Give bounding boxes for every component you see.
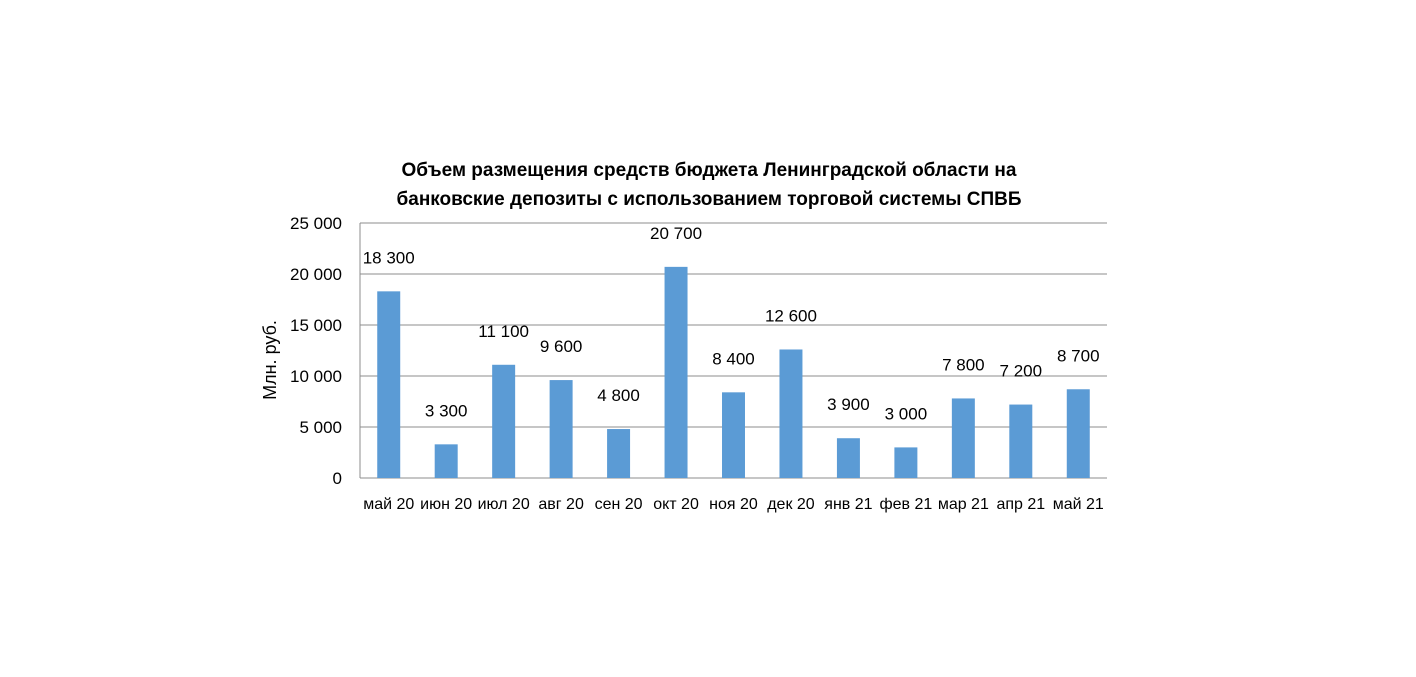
x-tick-label: янв 21 xyxy=(824,496,872,513)
data-label: 7 800 xyxy=(942,355,985,374)
data-label: 8 700 xyxy=(1057,346,1100,365)
data-label: 11 100 xyxy=(478,322,529,341)
bar xyxy=(664,266,688,478)
x-tick-label: сен 20 xyxy=(595,496,643,513)
data-label: 3 900 xyxy=(827,395,870,414)
bar xyxy=(779,349,803,478)
x-tick-label: авг 20 xyxy=(538,496,584,513)
x-tick-label: апр 21 xyxy=(996,496,1045,513)
bar xyxy=(836,438,860,478)
y-axis-label: Млн. руб. xyxy=(260,320,280,400)
x-tick-label: дек 20 xyxy=(767,496,815,513)
bar xyxy=(1066,389,1090,478)
x-tick-label: июл 20 xyxy=(478,496,530,513)
y-tick-label: 15 000 xyxy=(290,316,342,335)
data-label: 20 700 xyxy=(650,224,702,243)
data-label: 9 600 xyxy=(540,337,583,356)
x-tick-label: мар 21 xyxy=(938,496,989,513)
y-tick-label: 0 xyxy=(333,469,342,488)
bars-layer xyxy=(377,266,1090,478)
y-tick-label: 20 000 xyxy=(290,265,342,284)
x-tick-label: май 21 xyxy=(1053,496,1104,513)
bar xyxy=(492,364,516,478)
y-tick-label: 10 000 xyxy=(290,367,342,386)
x-tick-label: фев 21 xyxy=(879,496,932,513)
chart-title-line-2: банковские депозиты с использованием тор… xyxy=(397,189,1022,210)
data-label: 4 800 xyxy=(597,386,640,405)
bar xyxy=(722,392,745,478)
bar xyxy=(951,398,975,478)
data-label: 12 600 xyxy=(765,306,817,325)
bar xyxy=(894,447,918,478)
data-label: 7 200 xyxy=(1000,362,1043,381)
x-tick-label: май 20 xyxy=(363,496,414,513)
x-tick-label: окт 20 xyxy=(653,496,699,513)
bar xyxy=(549,380,573,478)
data-label: 18 300 xyxy=(363,248,415,267)
chart-title-line-1: Объем размещения средств бюджета Ленингр… xyxy=(402,160,1017,181)
labels-layer: 0 5 000 10 000 15 000 20 000 25 000 18 300 май … xyxy=(290,214,1104,513)
data-label: 3 300 xyxy=(425,401,468,420)
y-tick-label: 25 000 xyxy=(290,214,342,233)
bar xyxy=(607,429,631,478)
x-tick-label: ноя 20 xyxy=(709,496,758,513)
bar xyxy=(1009,404,1033,478)
data-label: 3 000 xyxy=(885,404,928,423)
grid-layer xyxy=(359,222,1107,479)
data-label: 8 400 xyxy=(712,349,755,368)
bar xyxy=(434,444,458,478)
x-tick-label: июн 20 xyxy=(420,496,472,513)
bar xyxy=(377,291,401,478)
y-tick-label: 5 000 xyxy=(299,418,342,437)
